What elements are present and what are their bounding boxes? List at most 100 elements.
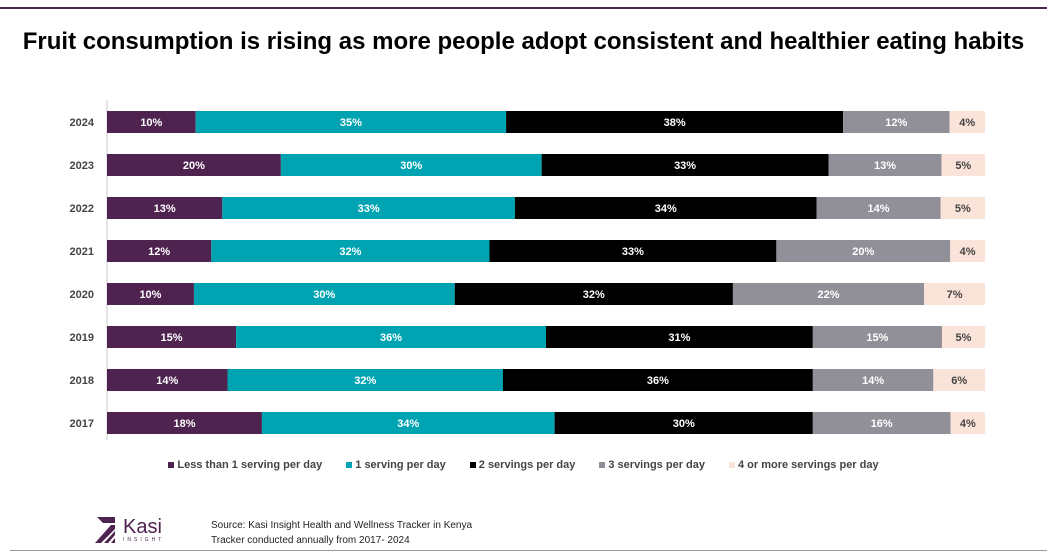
bar-segment — [541, 154, 829, 176]
tracker-note: Tracker conducted annually from 2017- 20… — [211, 535, 410, 546]
legend-swatch — [599, 462, 606, 468]
data-label: 5% — [956, 332, 972, 344]
bar-segment — [776, 240, 951, 262]
data-label: 15% — [161, 332, 183, 344]
legend-swatch — [469, 462, 476, 468]
data-label: 12% — [885, 117, 907, 129]
bar-segment — [502, 369, 813, 391]
bar-segment — [941, 326, 985, 348]
legend-item: 3 servings per day — [599, 459, 705, 471]
bar-segment — [236, 326, 546, 348]
data-label: 32% — [354, 375, 376, 387]
bar-segment — [211, 240, 490, 262]
data-label: 35% — [340, 117, 362, 129]
bar-segment — [454, 283, 733, 305]
legend-item: 4 or more servings per day — [728, 459, 879, 471]
data-label: 18% — [173, 418, 195, 430]
bar-segment — [193, 283, 455, 305]
bar-segment — [732, 283, 925, 305]
data-label: 5% — [955, 160, 971, 172]
data-label: 33% — [358, 203, 380, 215]
bar-segment — [195, 111, 507, 133]
bar-segment — [546, 326, 813, 348]
bar-segment — [950, 412, 985, 434]
data-label: 14% — [868, 203, 890, 215]
legend-item: Less than 1 serving per day — [168, 459, 322, 471]
bar-segment — [107, 412, 262, 434]
bar-segment — [812, 326, 942, 348]
y-tick-label: 2024 — [70, 117, 95, 129]
data-label: 4% — [959, 117, 975, 129]
data-label: 13% — [874, 160, 896, 172]
data-label: 34% — [655, 203, 677, 215]
data-label: 15% — [866, 332, 888, 344]
data-label: 30% — [313, 289, 335, 301]
bar-segment — [107, 197, 223, 219]
bar-segment — [506, 111, 844, 133]
bar-segment — [107, 326, 237, 348]
bar-segment — [107, 240, 212, 262]
data-label: 32% — [339, 246, 361, 258]
bottom-divider — [10, 550, 1047, 551]
bar-segment — [940, 197, 985, 219]
data-label: 30% — [400, 160, 422, 172]
y-tick-label: 2022 — [70, 203, 94, 215]
data-label: 16% — [871, 418, 893, 430]
y-tick-label: 2019 — [70, 332, 94, 344]
kasi-logo: Kasi INSIGHT — [93, 515, 164, 545]
legend-label: 4 or more servings per day — [737, 459, 879, 471]
data-label: 4% — [960, 418, 976, 430]
y-tick-label: 2017 — [70, 418, 94, 430]
y-tick-label: 2021 — [70, 246, 94, 258]
data-label: 20% — [852, 246, 874, 258]
bar-segment — [843, 111, 950, 133]
data-label: 10% — [139, 289, 161, 301]
y-tick-label: 2018 — [70, 375, 94, 387]
bar-chart: 2024 10% 35% 38% 12% 4% 2023 20% 30% 33% 13% 5% 2022… — [70, 100, 985, 440]
legend-swatch — [346, 462, 353, 468]
chart-title: Fruit consumption is rising as more peop… — [22, 28, 1025, 55]
legend: Less than 1 serving per day 1 serving per… — [0, 459, 1047, 471]
data-label: 31% — [668, 332, 690, 344]
bar-segment — [812, 412, 951, 434]
data-label: 36% — [647, 375, 669, 387]
bar-segment — [489, 240, 777, 262]
bar-segment — [812, 369, 934, 391]
bar-segment — [261, 412, 555, 434]
bar-segment — [280, 154, 542, 176]
legend-item: 2 servings per day — [469, 459, 576, 471]
legend-swatch — [168, 462, 175, 468]
bar-segment — [949, 111, 985, 133]
source-note: Source: Kasi Insight Health and Wellness… — [211, 518, 472, 548]
data-label: 33% — [674, 160, 696, 172]
data-label: 38% — [664, 117, 686, 129]
data-label: 6% — [951, 375, 967, 387]
y-tick-label: 2023 — [70, 160, 94, 172]
bar-segment — [107, 369, 228, 391]
bar-segment — [107, 111, 196, 133]
data-label: 14% — [862, 375, 884, 387]
bar-segment — [227, 369, 503, 391]
data-label: 20% — [183, 160, 205, 172]
bar-segment — [107, 283, 194, 305]
data-label: 36% — [380, 332, 402, 344]
data-label: 22% — [818, 289, 840, 301]
bar-segment — [107, 154, 281, 176]
data-label: 4% — [960, 246, 976, 258]
bar-segment — [950, 240, 985, 262]
y-tick-label: 2020 — [70, 289, 94, 301]
data-label: 10% — [140, 117, 162, 129]
source-line: Source: Kasi Insight Health and Wellness… — [211, 520, 473, 531]
logo-subtext: INSIGHT — [123, 537, 165, 543]
logo-text: Kasi — [123, 516, 162, 538]
bar-segment — [828, 154, 942, 176]
legend-swatch — [728, 462, 735, 468]
data-label: 12% — [148, 246, 170, 258]
data-label: 5% — [955, 203, 971, 215]
legend-label: 1 serving per day — [355, 459, 446, 471]
bar-segment — [816, 197, 941, 219]
legend-item: 1 serving per day — [346, 459, 446, 471]
top-divider — [0, 7, 1047, 9]
legend-label: 2 servings per day — [478, 459, 576, 471]
